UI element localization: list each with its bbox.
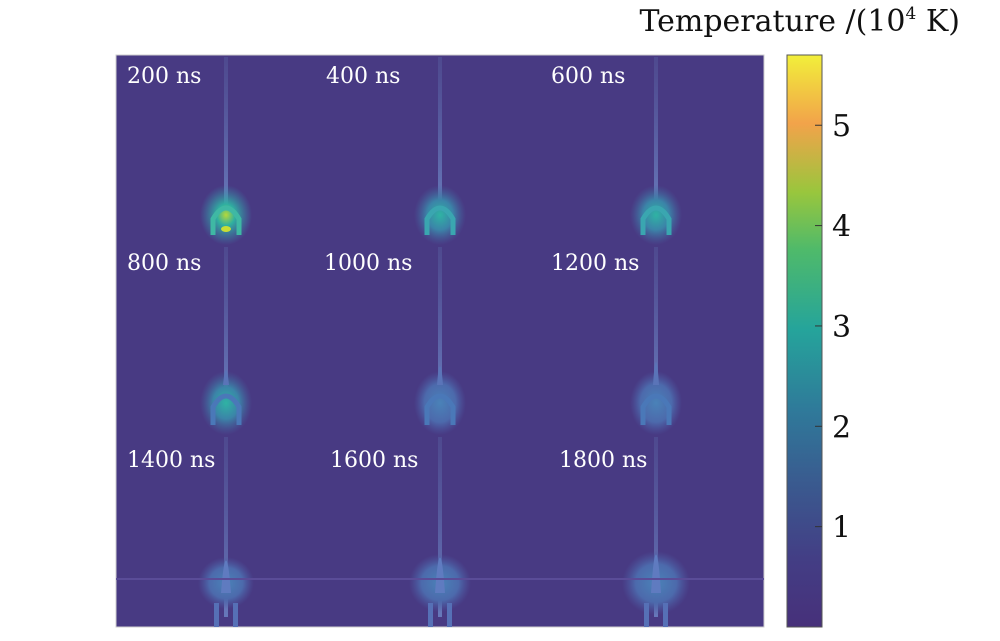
- heatmap-panel: [630, 57, 682, 245]
- plasma-glow: [414, 185, 466, 245]
- heatmap-panel: [414, 57, 466, 245]
- panel-time-label: 400 ns: [326, 64, 400, 89]
- panel-time-label: 1600 ns: [330, 448, 418, 473]
- laser-channel: [224, 247, 228, 397]
- colorbar-tick-label: 3: [832, 310, 851, 345]
- plasma-jet: [221, 560, 231, 593]
- plasma-leg: [644, 603, 649, 627]
- heatmap-panel: [414, 247, 466, 435]
- colorbar-ticks: 1 2 3 4 5: [815, 109, 851, 546]
- laser-channel: [224, 437, 228, 617]
- plasma-front: [640, 393, 672, 425]
- laser-channel: [224, 57, 228, 207]
- heatmap-panel: [200, 247, 252, 435]
- laser-channel: [654, 247, 658, 397]
- colorbar-tick-label: 4: [832, 210, 851, 245]
- plasma-leg: [447, 603, 452, 627]
- colorbar: [786, 54, 823, 628]
- plasma-jet: [435, 557, 445, 593]
- heatmap-panel: [200, 57, 252, 245]
- colorbar-tick-label: 2: [832, 410, 851, 445]
- plasma-leg: [663, 603, 668, 627]
- panel-time-label: 1800 ns: [559, 448, 647, 473]
- plasma-jet: [223, 370, 229, 385]
- laser-channel: [438, 437, 442, 617]
- heatmap-panel: [198, 437, 254, 627]
- panel-time-label: 800 ns: [127, 251, 201, 276]
- laser-channel: [654, 437, 658, 617]
- plasma-leg: [233, 603, 238, 627]
- colorbar-tick-label: 1: [832, 511, 851, 546]
- panel-time-label: 1400 ns: [127, 448, 215, 473]
- plasma-front: [640, 205, 672, 235]
- panel-time-label: 600 ns: [551, 64, 625, 89]
- panel-time-label: 1000 ns: [324, 251, 412, 276]
- plasma-jet: [651, 554, 661, 593]
- heatmap-panel: [630, 247, 682, 435]
- plasma-front: [424, 393, 456, 425]
- plasma-jet: [653, 362, 659, 385]
- plasma-front: [210, 205, 242, 235]
- heatmap-panel: [409, 437, 471, 627]
- heatmap-panel: [622, 437, 690, 627]
- plasma-leg: [428, 603, 433, 627]
- heatmap-panels: [116, 57, 764, 627]
- laser-channel: [654, 57, 658, 207]
- panel-time-label: 200 ns: [127, 64, 201, 89]
- panel-time-label: 1200 ns: [551, 251, 639, 276]
- laser-channel: [438, 247, 442, 397]
- plasma-jet: [437, 366, 443, 385]
- plasma-hotspot: [221, 226, 231, 232]
- plasma-glow: [630, 185, 682, 245]
- plasma-leg: [214, 603, 219, 627]
- plasma-front: [210, 393, 242, 425]
- laser-channel: [438, 57, 442, 207]
- colorbar-label: Temperature /(104 K): [639, 4, 960, 39]
- plasma-glow: [200, 185, 252, 245]
- panel-labels: 200 ns 400 ns 600 ns 800 ns 1000 ns 1200 ns 14…: [127, 64, 647, 473]
- colorbar-tick-label: 5: [832, 109, 851, 144]
- plasma-front: [424, 205, 456, 235]
